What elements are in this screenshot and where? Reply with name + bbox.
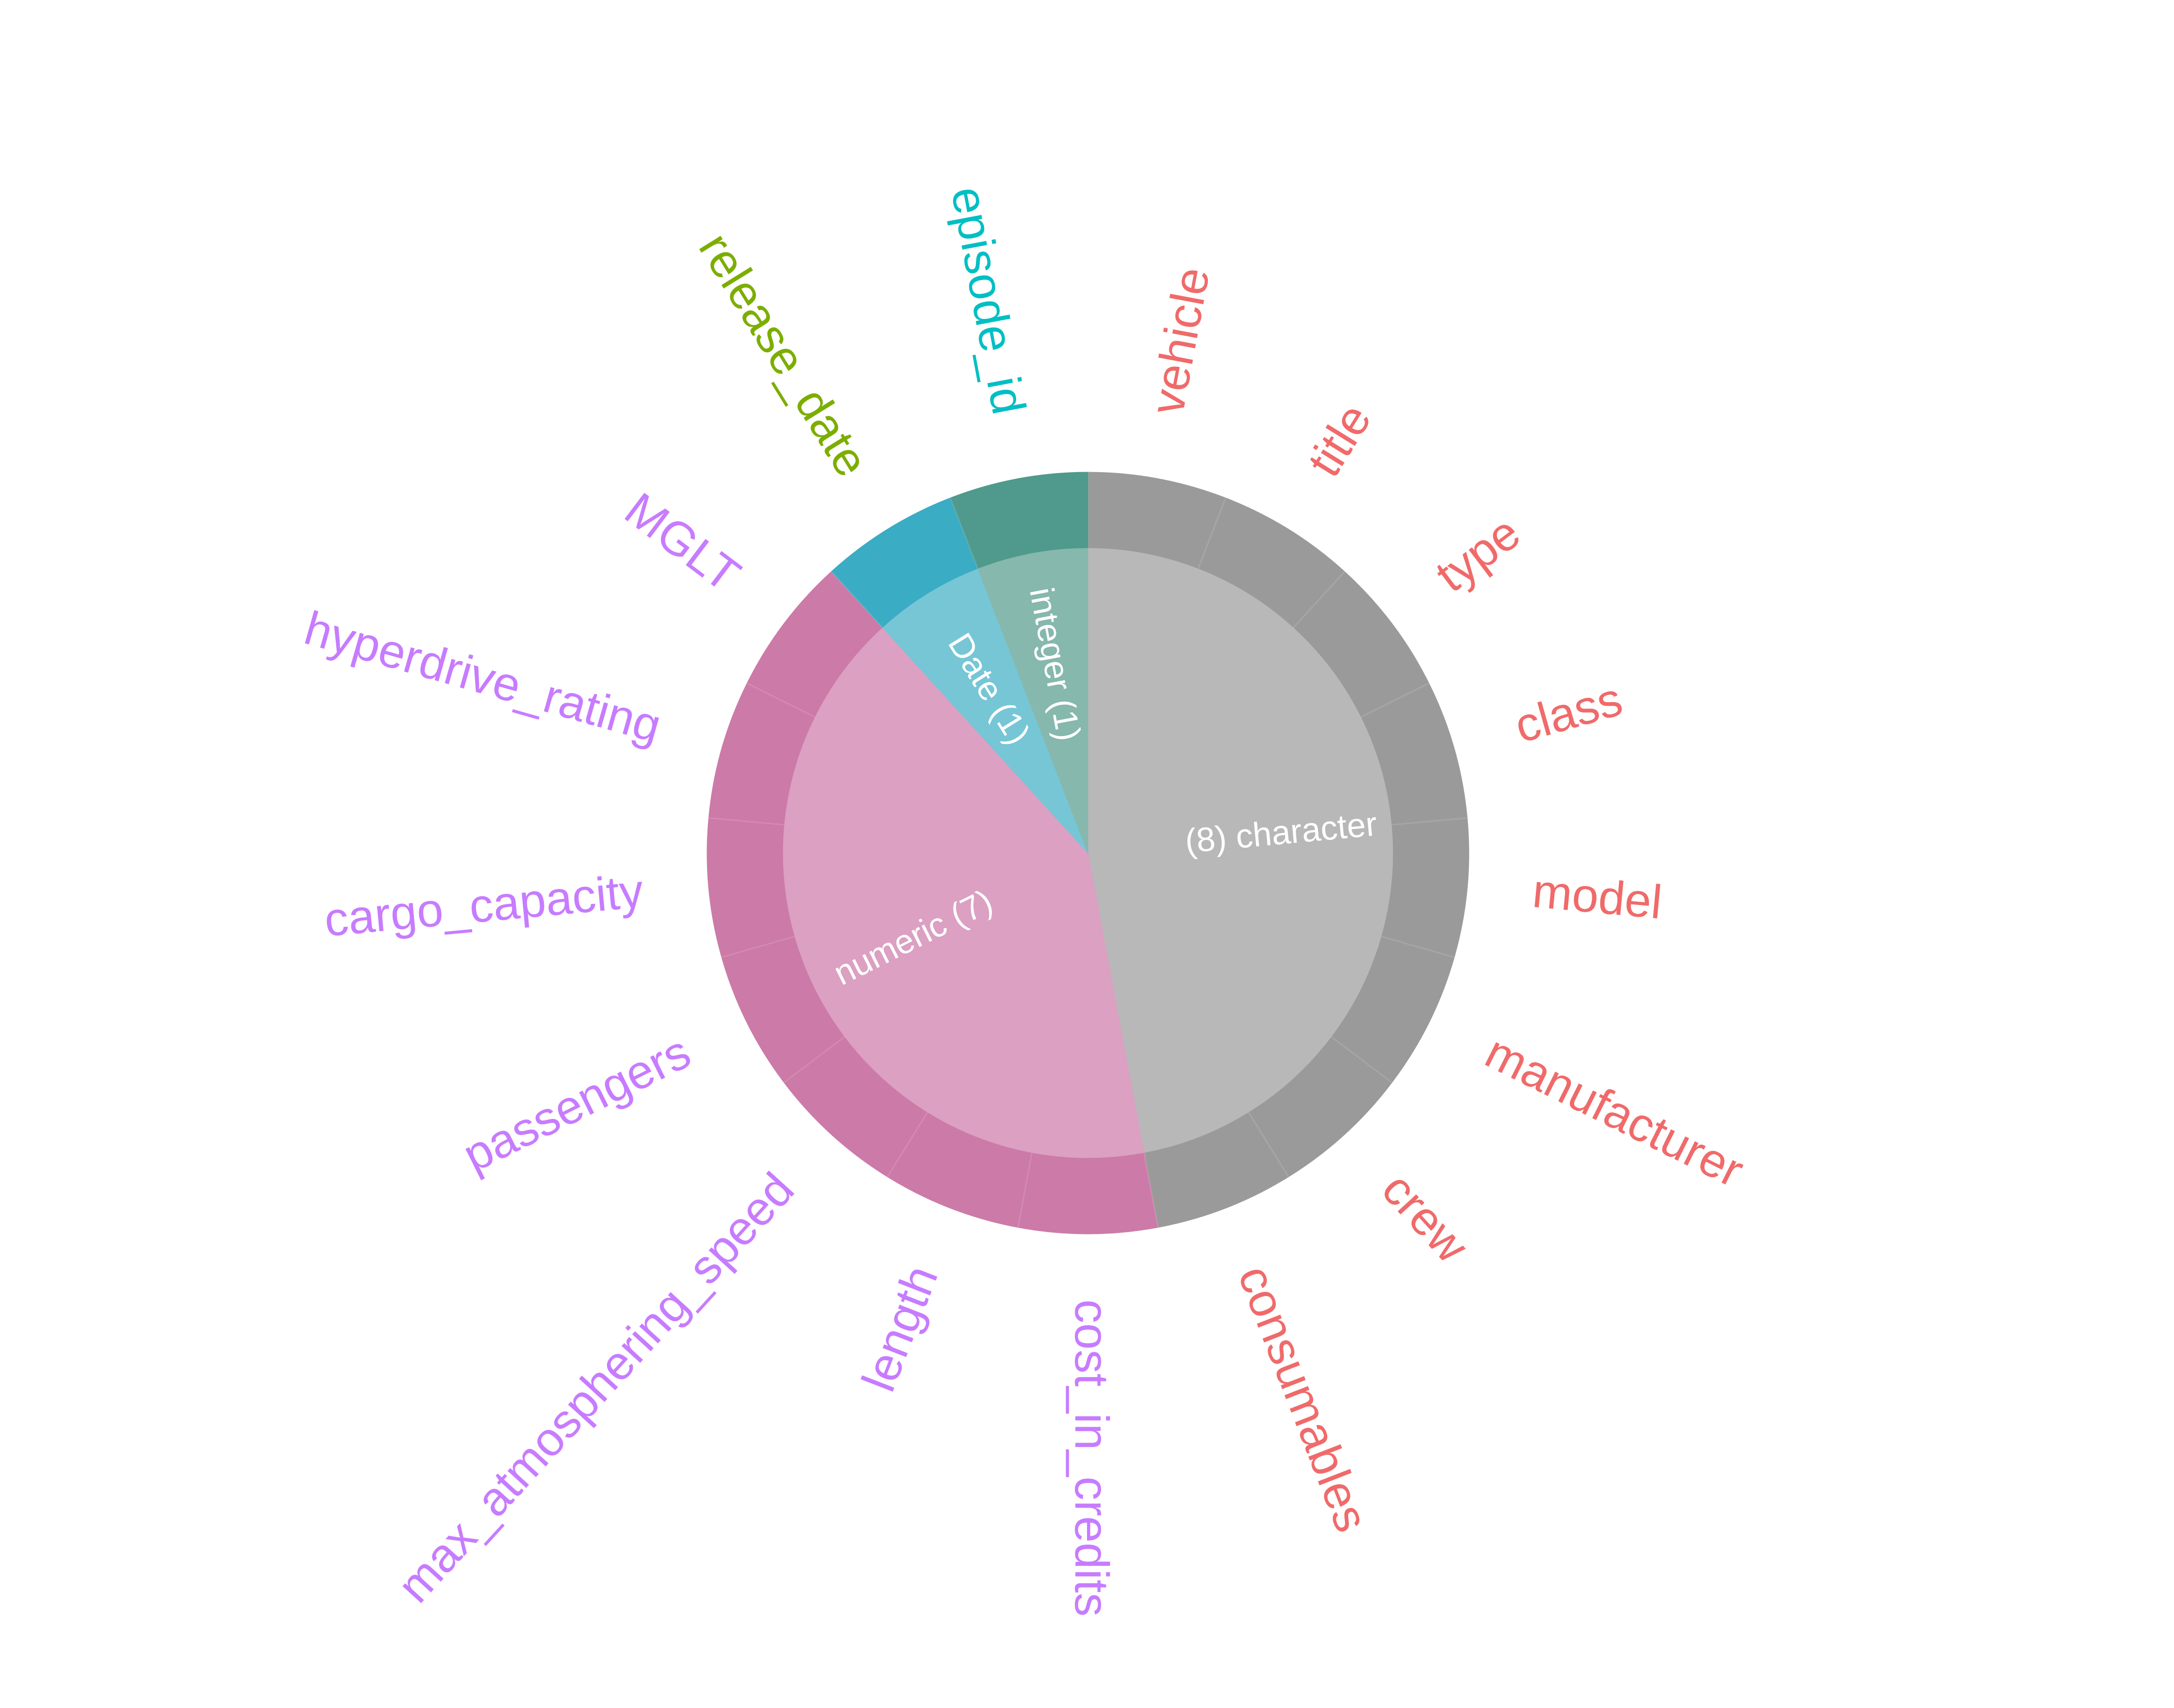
outer-label-title: title bbox=[1297, 394, 1382, 486]
outer-slice-separator bbox=[708, 817, 785, 826]
outer-label-episode-id: episode_id bbox=[941, 182, 1036, 418]
outer-label-class: class bbox=[1509, 672, 1628, 753]
outer-slice-separator bbox=[1331, 1036, 1393, 1084]
outer-slice-separator bbox=[1360, 682, 1430, 718]
outer-slice-separator bbox=[950, 497, 979, 569]
outer-label-mglt: MGLT bbox=[615, 482, 750, 602]
inner-slice-numeric bbox=[783, 627, 1144, 1158]
outer-label-release-date: release_date bbox=[689, 224, 879, 486]
outer-label-max-atmosphering-speed: max_atmosphering_speed bbox=[387, 1162, 804, 1612]
outer-label-hyperdrive-rating: hyperdrive_rating bbox=[299, 601, 667, 753]
outer-slice-cost-in-credits bbox=[1018, 1151, 1158, 1234]
inner-ring bbox=[783, 548, 1393, 1158]
outer-slice-separator bbox=[721, 936, 795, 958]
outer-slice-model bbox=[1380, 818, 1469, 958]
outer-slice-separator bbox=[783, 1036, 845, 1084]
outer-slice-separator bbox=[887, 1112, 928, 1178]
inner-slice-date bbox=[882, 568, 1088, 854]
outer-slice-separator bbox=[746, 682, 816, 718]
outer-slice-separator bbox=[831, 571, 884, 628]
outer-label-cost-in-credits: cost_in_credits bbox=[1065, 1299, 1119, 1617]
outer-label-crew: crew bbox=[1372, 1162, 1480, 1273]
outer-slice-separator bbox=[1292, 571, 1345, 628]
outer-label-model: model bbox=[1531, 864, 1664, 929]
outer-label-vehicle: vehicle bbox=[1140, 263, 1219, 418]
outer-label-manufacturer: manufacturer bbox=[1478, 1025, 1752, 1198]
outer-label-cargo-capacity: cargo_capacity bbox=[322, 864, 645, 946]
outer-slice-separator bbox=[1381, 936, 1455, 958]
outer-slice-cargo-capacity bbox=[707, 818, 796, 958]
outer-slice-separator bbox=[1391, 817, 1467, 826]
outer-label-length: length bbox=[851, 1258, 948, 1398]
outer-slice-separator bbox=[1197, 497, 1226, 569]
outer-slice-separator bbox=[1248, 1112, 1289, 1178]
outer-label-consumables: consumables bbox=[1228, 1258, 1379, 1539]
inner-slice-character bbox=[1087, 548, 1393, 1153]
inner-slice-integer bbox=[977, 548, 1088, 854]
outer-slice-separator bbox=[1143, 1152, 1159, 1228]
outer-ring bbox=[707, 472, 1469, 1234]
outer-slice-separator bbox=[1017, 1152, 1033, 1228]
outer-label-passengers: passengers bbox=[455, 1025, 699, 1182]
outer-label-type: type bbox=[1426, 506, 1530, 602]
